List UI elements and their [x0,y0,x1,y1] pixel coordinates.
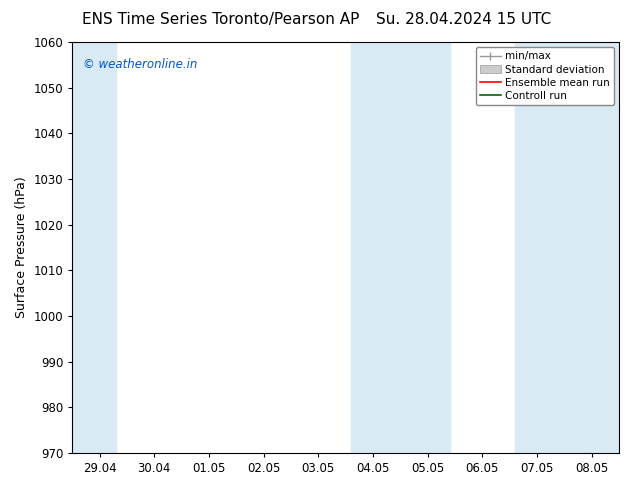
Legend: min/max, Standard deviation, Ensemble mean run, Controll run: min/max, Standard deviation, Ensemble me… [476,47,614,105]
Bar [351,42,450,453]
Y-axis label: Surface Pressure (hPa): Surface Pressure (hPa) [15,176,28,318]
Text: ENS Time Series Toronto/Pearson AP: ENS Time Series Toronto/Pearson AP [82,12,360,27]
Bar [515,42,619,453]
Bar [72,42,116,453]
Text: Su. 28.04.2024 15 UTC: Su. 28.04.2024 15 UTC [377,12,552,27]
Text: © weatheronline.in: © weatheronline.in [83,58,198,72]
